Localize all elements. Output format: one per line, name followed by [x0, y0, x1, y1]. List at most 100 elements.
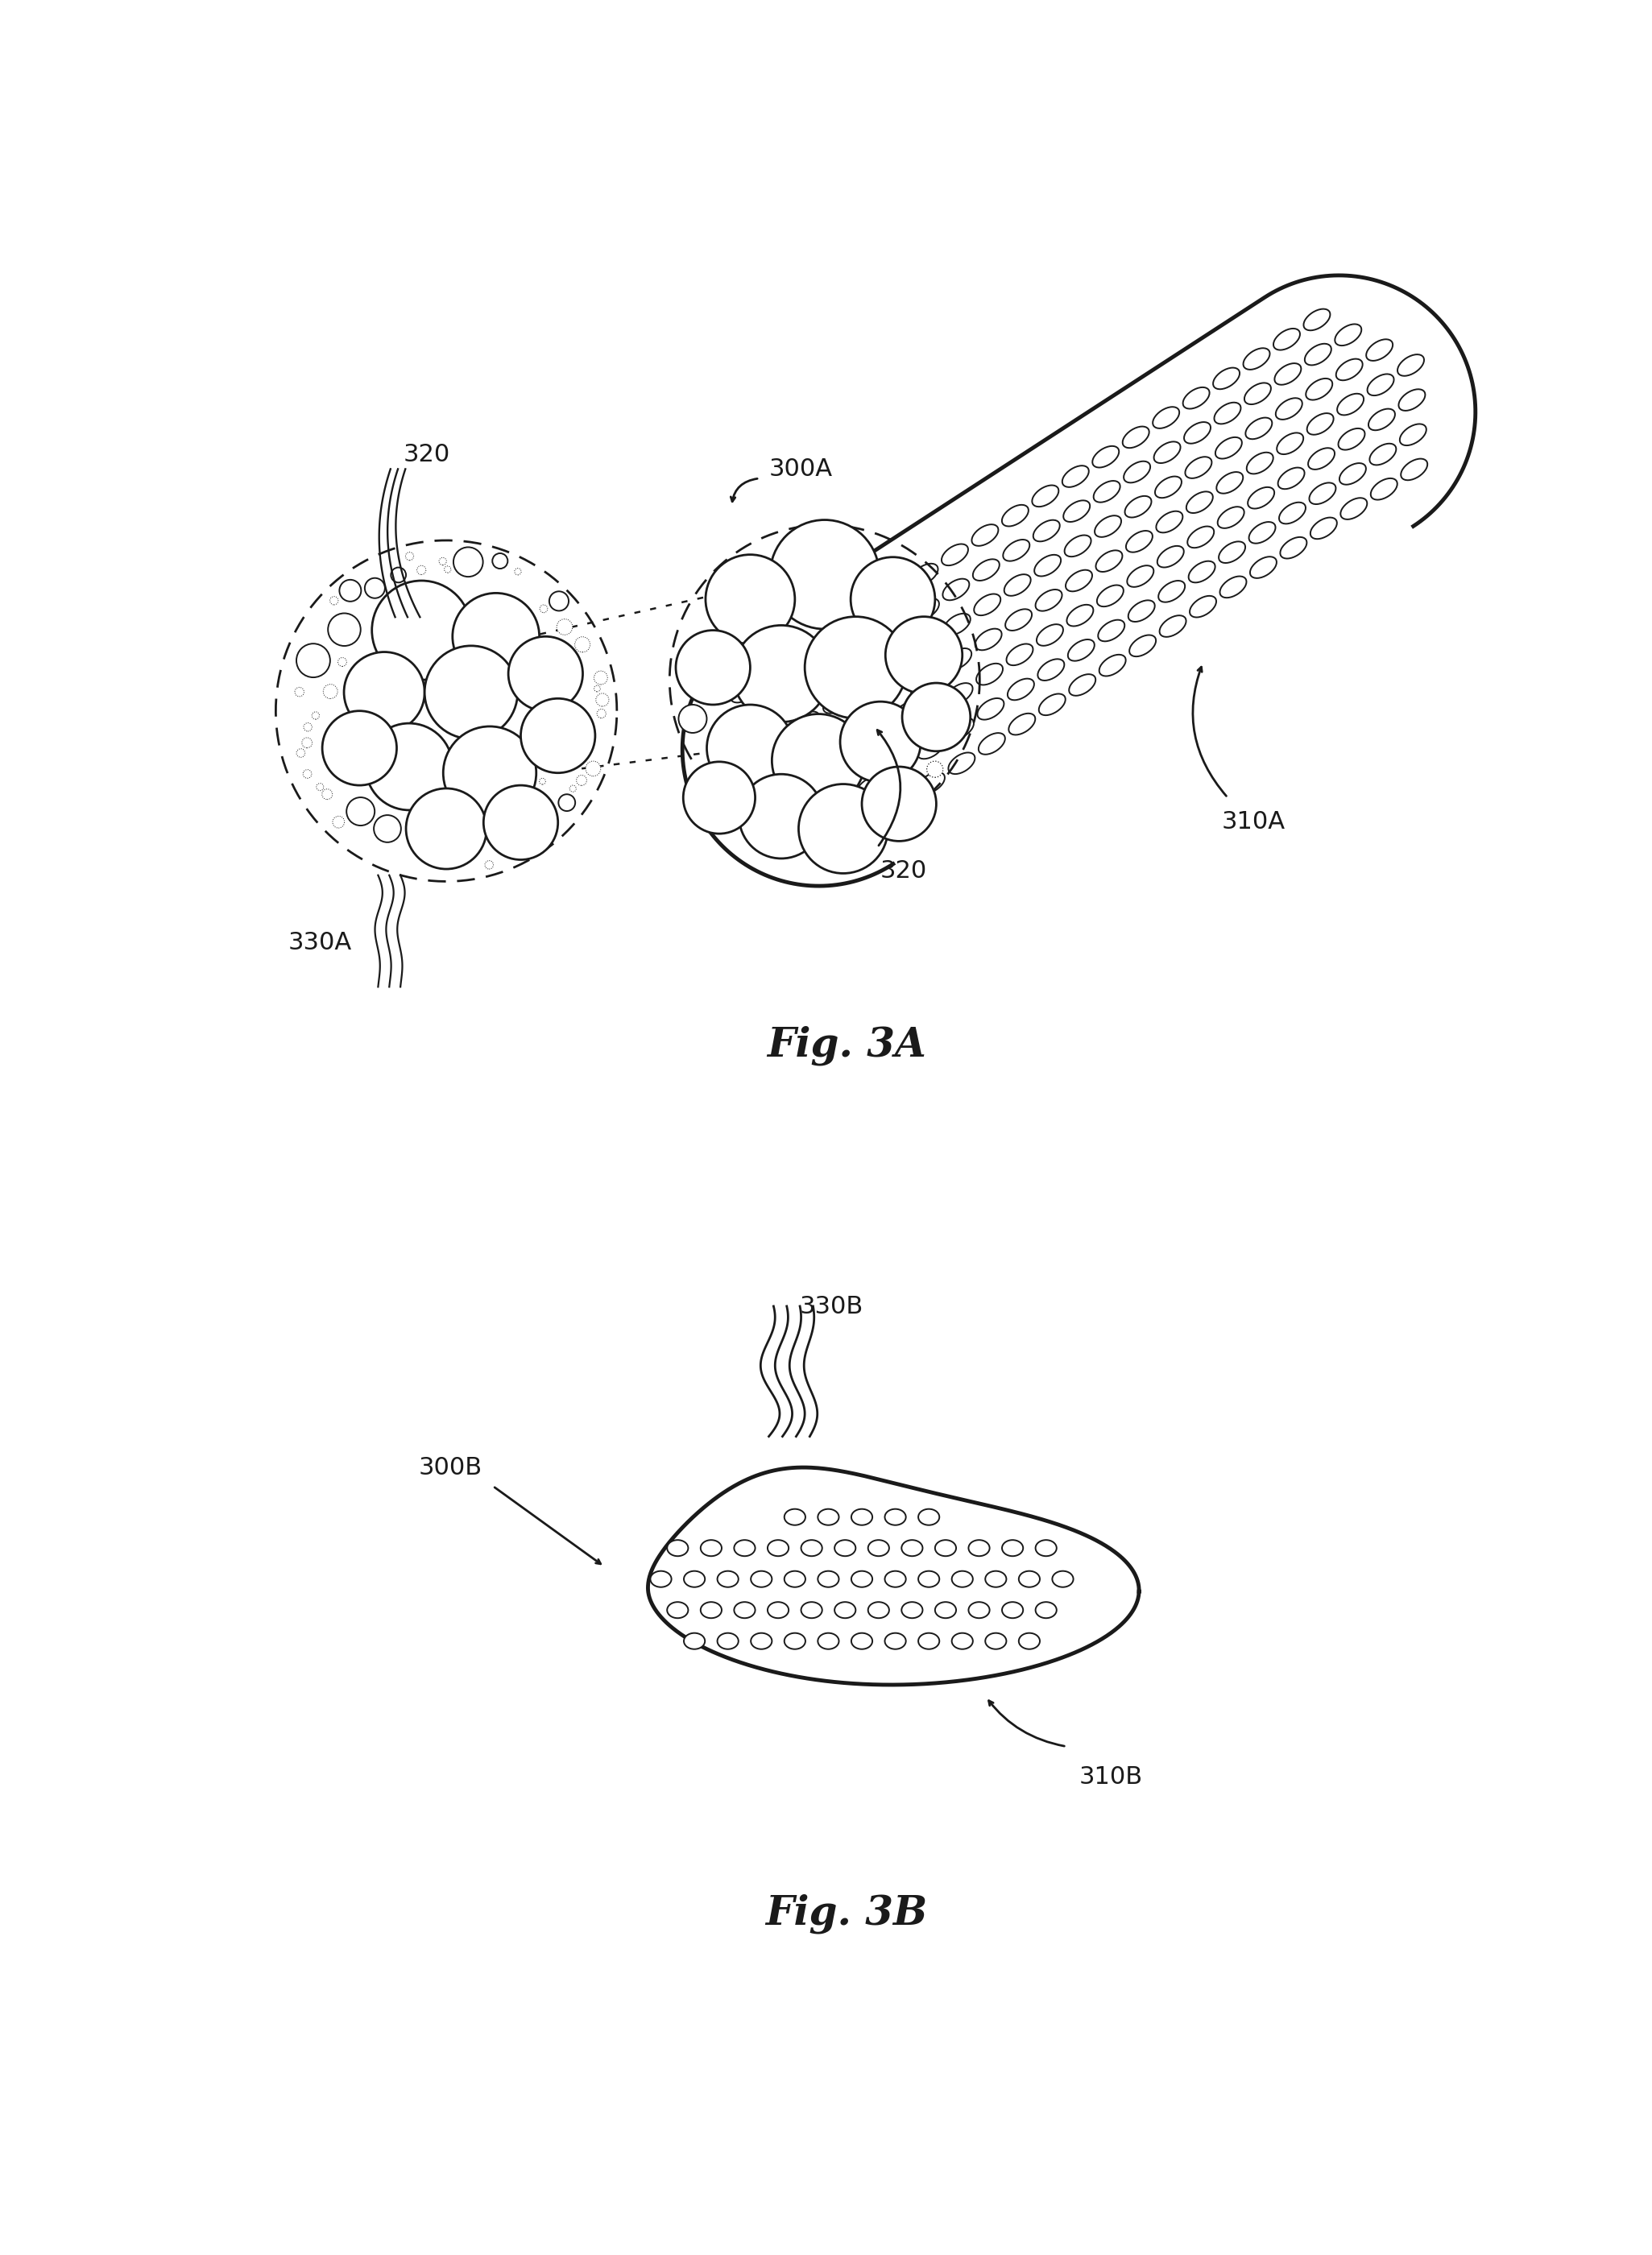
- Ellipse shape: [1279, 503, 1305, 523]
- Circle shape: [548, 591, 568, 611]
- Circle shape: [365, 577, 385, 598]
- Ellipse shape: [1127, 566, 1153, 586]
- Circle shape: [296, 749, 306, 758]
- Ellipse shape: [1279, 467, 1305, 489]
- Ellipse shape: [717, 1572, 738, 1588]
- Ellipse shape: [1034, 555, 1061, 577]
- Circle shape: [733, 625, 829, 722]
- Ellipse shape: [768, 1601, 788, 1619]
- Ellipse shape: [1308, 449, 1335, 469]
- Ellipse shape: [1130, 636, 1156, 656]
- Ellipse shape: [882, 618, 909, 640]
- Circle shape: [425, 645, 517, 740]
- Ellipse shape: [732, 715, 758, 737]
- Ellipse shape: [1032, 485, 1059, 507]
- Ellipse shape: [1338, 428, 1365, 449]
- Circle shape: [520, 699, 595, 773]
- Ellipse shape: [1095, 550, 1122, 573]
- Ellipse shape: [818, 1633, 839, 1648]
- Ellipse shape: [818, 1572, 839, 1588]
- Ellipse shape: [935, 1540, 957, 1556]
- Ellipse shape: [1189, 595, 1216, 618]
- Ellipse shape: [1069, 674, 1095, 695]
- Circle shape: [453, 548, 482, 577]
- Ellipse shape: [948, 753, 975, 773]
- Ellipse shape: [943, 580, 970, 600]
- Ellipse shape: [1305, 379, 1333, 399]
- Circle shape: [406, 789, 487, 868]
- Circle shape: [540, 604, 547, 613]
- Ellipse shape: [801, 1540, 823, 1556]
- Ellipse shape: [1064, 534, 1090, 557]
- Ellipse shape: [1214, 401, 1241, 424]
- Ellipse shape: [1036, 1540, 1057, 1556]
- Ellipse shape: [935, 1601, 957, 1619]
- Circle shape: [304, 724, 312, 731]
- Circle shape: [329, 613, 360, 645]
- Ellipse shape: [667, 1601, 689, 1619]
- Text: 320: 320: [403, 442, 449, 467]
- Ellipse shape: [1153, 406, 1180, 428]
- Ellipse shape: [1370, 444, 1396, 465]
- Ellipse shape: [1094, 480, 1120, 503]
- Ellipse shape: [818, 1509, 839, 1524]
- Circle shape: [332, 816, 344, 828]
- Circle shape: [294, 688, 304, 697]
- Ellipse shape: [952, 1572, 973, 1588]
- Circle shape: [302, 769, 312, 778]
- Ellipse shape: [884, 652, 910, 674]
- Ellipse shape: [1099, 654, 1125, 676]
- Circle shape: [324, 683, 337, 699]
- Ellipse shape: [1280, 537, 1307, 559]
- Ellipse shape: [1186, 492, 1213, 514]
- Ellipse shape: [1183, 388, 1209, 408]
- Ellipse shape: [1066, 571, 1092, 591]
- Ellipse shape: [915, 704, 943, 724]
- Ellipse shape: [1158, 546, 1184, 568]
- Circle shape: [405, 552, 413, 559]
- Ellipse shape: [854, 672, 881, 695]
- Ellipse shape: [912, 564, 938, 584]
- Ellipse shape: [1128, 600, 1155, 622]
- Ellipse shape: [1188, 561, 1216, 582]
- Ellipse shape: [1003, 539, 1029, 561]
- Ellipse shape: [919, 1509, 940, 1524]
- Ellipse shape: [1336, 395, 1363, 415]
- Ellipse shape: [1275, 399, 1302, 419]
- Ellipse shape: [1368, 408, 1394, 431]
- Circle shape: [676, 629, 750, 704]
- Circle shape: [453, 593, 539, 681]
- Text: 300A: 300A: [768, 458, 833, 480]
- Ellipse shape: [730, 681, 757, 704]
- Ellipse shape: [943, 613, 970, 636]
- Circle shape: [486, 861, 494, 868]
- Circle shape: [927, 762, 943, 778]
- Circle shape: [595, 686, 600, 692]
- Ellipse shape: [1095, 516, 1122, 537]
- Ellipse shape: [1218, 507, 1244, 528]
- Ellipse shape: [1067, 604, 1094, 627]
- Ellipse shape: [1244, 347, 1270, 370]
- Ellipse shape: [885, 1509, 905, 1524]
- Ellipse shape: [1219, 541, 1246, 564]
- Circle shape: [365, 724, 453, 810]
- Ellipse shape: [889, 792, 915, 814]
- Ellipse shape: [1213, 368, 1239, 390]
- Circle shape: [770, 521, 879, 629]
- Ellipse shape: [919, 1633, 940, 1648]
- Ellipse shape: [684, 1633, 705, 1648]
- Ellipse shape: [750, 1633, 771, 1648]
- Ellipse shape: [1188, 525, 1214, 548]
- Ellipse shape: [765, 801, 791, 823]
- Circle shape: [339, 580, 362, 602]
- Ellipse shape: [854, 708, 881, 728]
- Ellipse shape: [884, 688, 912, 708]
- Circle shape: [416, 566, 426, 575]
- Ellipse shape: [732, 751, 760, 771]
- Ellipse shape: [1184, 422, 1211, 444]
- Ellipse shape: [834, 1601, 856, 1619]
- Ellipse shape: [793, 713, 819, 733]
- Ellipse shape: [733, 785, 760, 807]
- Ellipse shape: [1003, 1601, 1023, 1619]
- Ellipse shape: [1052, 1572, 1074, 1588]
